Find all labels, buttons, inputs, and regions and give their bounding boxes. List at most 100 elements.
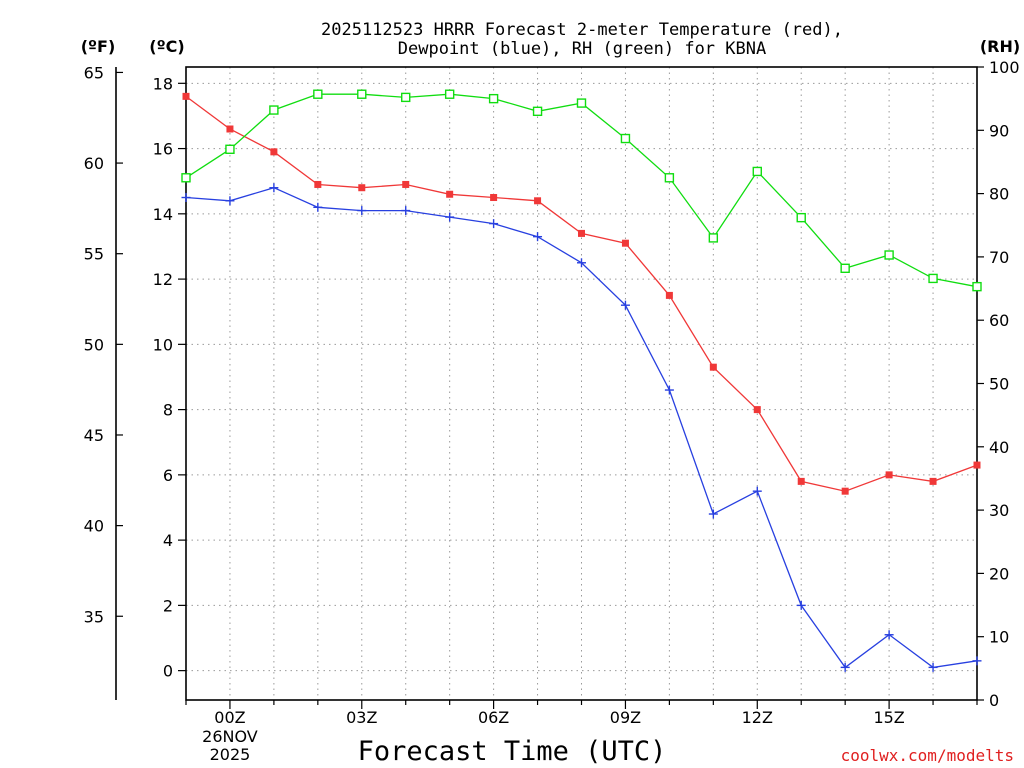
x-axis-label: Forecast Time (UTC)	[358, 736, 667, 767]
fahrenheit-tick-label: 45	[84, 426, 104, 445]
rh-tick-label: 70	[989, 248, 1009, 267]
series	[181, 89, 982, 672]
dewpoint-point	[577, 258, 586, 268]
temperature-point	[621, 239, 629, 247]
rh-point	[576, 98, 587, 108]
celsius-tick-label: 16	[153, 140, 173, 159]
dewpoint-point	[884, 630, 894, 640]
x-tick-year-label: 2025	[210, 745, 251, 764]
rh-tick-label: 100	[989, 58, 1020, 77]
celsius-unit-label: (ºC)	[149, 37, 184, 56]
temperature-point	[709, 363, 717, 371]
rh-tick-label: 50	[989, 375, 1009, 394]
rh-series	[181, 89, 982, 292]
fahrenheit-unit-label: (ºF)	[81, 37, 116, 56]
dewpoint-point	[840, 662, 850, 672]
rh-point	[928, 273, 938, 284]
chart-title-line1: 2025112523 HRRR Forecast 2-meter Tempera…	[321, 20, 843, 40]
dewpoint-point	[225, 196, 235, 206]
rh-point	[972, 281, 982, 292]
fahrenheit-tick-label: 50	[84, 335, 104, 354]
celsius-tick-label: 6	[163, 466, 173, 485]
dewpoint-point	[796, 600, 806, 610]
temperature-point	[314, 180, 322, 188]
dewpoint-point	[445, 212, 455, 222]
temperature-point	[665, 291, 673, 299]
x-tick-label: 06Z	[478, 708, 509, 727]
temperature-point	[753, 406, 761, 414]
dewpoint-point	[708, 509, 718, 519]
dewpoint-point	[972, 656, 982, 666]
temperature-point	[534, 197, 542, 205]
dewpoint-point	[181, 193, 191, 203]
celsius-tick-label: 14	[153, 205, 173, 224]
chart-title-line2: Dewpoint (blue), RH (green) for KBNA	[398, 39, 766, 59]
x-tick-label: 12Z	[742, 708, 773, 727]
watermark: coolwx.com/modelts	[841, 746, 1014, 765]
temperature-point	[182, 92, 190, 100]
dewpoint-point	[928, 662, 938, 672]
dewpoint-point	[620, 300, 630, 310]
rh-point	[181, 173, 191, 183]
rh-point	[313, 89, 323, 99]
temperature-point	[490, 194, 498, 202]
fahrenheit-tick-label: 40	[84, 517, 104, 536]
x-tick-label: 03Z	[346, 708, 377, 727]
temperature-point	[797, 477, 805, 485]
temperature-point	[885, 471, 893, 479]
rh-point	[444, 89, 455, 99]
rh-point	[269, 105, 279, 115]
dewpoint-point	[313, 202, 323, 212]
rh-tick-label: 90	[989, 121, 1009, 140]
temperature-point	[578, 229, 585, 237]
rh-tick-label: 80	[989, 185, 1009, 204]
fahrenheit-tick-label: 55	[84, 245, 104, 264]
x-tick-date-label: 26NOV	[202, 727, 258, 746]
dewpoint-series	[181, 183, 982, 672]
celsius-tick-label: 18	[153, 74, 173, 93]
rh-point	[840, 263, 850, 273]
rh-point	[225, 144, 235, 154]
x-tick-label: 00Z	[214, 708, 245, 727]
x-tick-label: 09Z	[610, 708, 641, 727]
rh-point	[620, 133, 631, 144]
rh-point	[488, 93, 499, 104]
axes	[115, 66, 984, 709]
x-tick-label: 15Z	[873, 708, 904, 727]
dewpoint-point	[664, 385, 674, 395]
fahrenheit-tick-label: 35	[84, 607, 104, 626]
rh-unit-label: (RH)	[980, 37, 1020, 56]
temperature-point	[446, 190, 454, 198]
rh-point	[708, 233, 719, 243]
rh-point	[796, 212, 806, 223]
fahrenheit-tick-label: 60	[84, 154, 104, 173]
tick-labels: 0 2 4 6 8 10 12 14 16 18 35 40 45 50 55 60 65 0 10 20 30 40 50…	[84, 58, 1020, 764]
rh-tick-label: 20	[989, 564, 1009, 583]
temperature-series	[182, 92, 981, 495]
temperature-point	[270, 148, 278, 156]
dewpoint-point	[752, 486, 762, 496]
rh-tick-label: 30	[989, 501, 1009, 520]
rh-tick-label: 0	[989, 691, 999, 710]
rh-point	[401, 92, 411, 103]
rh-point	[357, 89, 367, 99]
rh-point	[752, 166, 762, 177]
temperature-point	[226, 125, 234, 133]
celsius-tick-label: 0	[163, 662, 173, 681]
dewpoint-point	[269, 183, 279, 193]
rh-tick-label: 10	[989, 628, 1009, 647]
dewpoint-point	[533, 232, 543, 242]
temperature-point	[841, 487, 849, 495]
temperature-point	[929, 477, 937, 485]
celsius-tick-label: 2	[163, 596, 173, 615]
fahrenheit-tick-label: 65	[84, 63, 104, 82]
celsius-tick-label: 10	[153, 335, 173, 354]
dewpoint-point	[489, 219, 499, 229]
dewpoint-point	[357, 206, 367, 216]
temperature-point	[973, 461, 981, 469]
rh-tick-label: 40	[989, 438, 1009, 457]
rh-point	[664, 173, 675, 183]
temperature-point	[402, 180, 410, 188]
